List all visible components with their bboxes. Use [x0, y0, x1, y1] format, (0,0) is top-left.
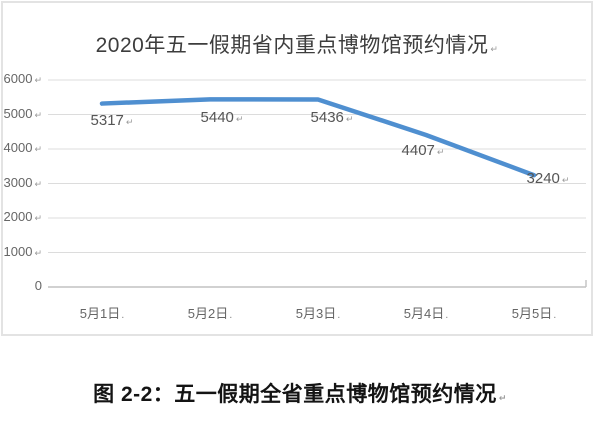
paragraph-mark-icon: ↵ — [345, 115, 354, 126]
y-axis-tick-label: 6000 ↵ — [3, 71, 42, 86]
y-axis-tick-label: 4000 ↵ — [3, 140, 42, 155]
data-point-label: 4407 ↵ — [401, 141, 445, 159]
paragraph-mark-icon: ↵ — [235, 115, 244, 126]
y-axis-tick-label: 2000 ↵ — [3, 209, 42, 224]
chart-title: 2020年五一假期省内重点博物馆预约情况 ↵ — [3, 29, 591, 59]
data-point-label: 3240 ↵ — [526, 170, 570, 188]
chart-frame: 2020年五一假期省内重点博物馆预约情况 ↵ — [1, 1, 593, 336]
x-axis-tick-label: 5月1日. — [79, 306, 125, 321]
paragraph-mark-icon: ↵ — [34, 145, 42, 155]
paragraph-mark-icon: ↵ — [436, 147, 445, 158]
paragraph-mark-icon: ↵ — [498, 394, 507, 404]
paragraph-mark-icon: ↵ — [34, 248, 42, 259]
y-axis-tick-label: 3000 ↵ — [3, 174, 42, 190]
figure-caption-text: 图 2-2：五一假期全省重点博物馆预约情况 — [93, 383, 497, 406]
paragraph-mark-icon: . — [337, 309, 341, 321]
paragraph-mark-icon: . — [553, 309, 557, 321]
paragraph-mark-icon: . — [121, 309, 125, 321]
paragraph-mark-icon: ↵ — [490, 45, 499, 55]
paragraph-mark-icon: ↵ — [561, 176, 570, 187]
paragraph-mark-icon: . — [229, 309, 233, 321]
x-axis-tick-label: 5月3日. — [295, 306, 341, 321]
data-series-line — [99, 97, 537, 178]
y-axis-tick-label: 1000 ↵ — [3, 243, 42, 259]
paragraph-mark-icon: ↵ — [34, 179, 42, 190]
data-point-label: 5436 ↵ — [310, 109, 354, 127]
y-axis-tick-label: 5000 ↵ — [3, 105, 42, 121]
x-axis-tick-label: 5月5日. — [511, 306, 557, 321]
paragraph-mark-icon: ↵ — [34, 76, 42, 86]
data-point-label: 5440 ↵ — [200, 109, 244, 127]
x-axis-tick-label: 5月2日. — [187, 306, 233, 321]
paragraph-mark-icon: . — [445, 309, 449, 321]
paragraph-mark-icon: ↵ — [34, 214, 42, 224]
figure-caption: 图 2-2：五一假期全省重点博物馆预约情况 ↵ — [0, 378, 600, 408]
x-axis-tick-label: 5月4日. — [403, 306, 449, 321]
y-axis-tick-label: 0 — [34, 278, 42, 293]
paragraph-mark-icon: ↵ — [34, 110, 42, 121]
data-point-label: 5317 ↵ — [90, 111, 134, 129]
chart-title-text: 2020年五一假期省内重点博物馆预约情况 — [95, 34, 489, 57]
paragraph-mark-icon: ↵ — [125, 117, 134, 128]
